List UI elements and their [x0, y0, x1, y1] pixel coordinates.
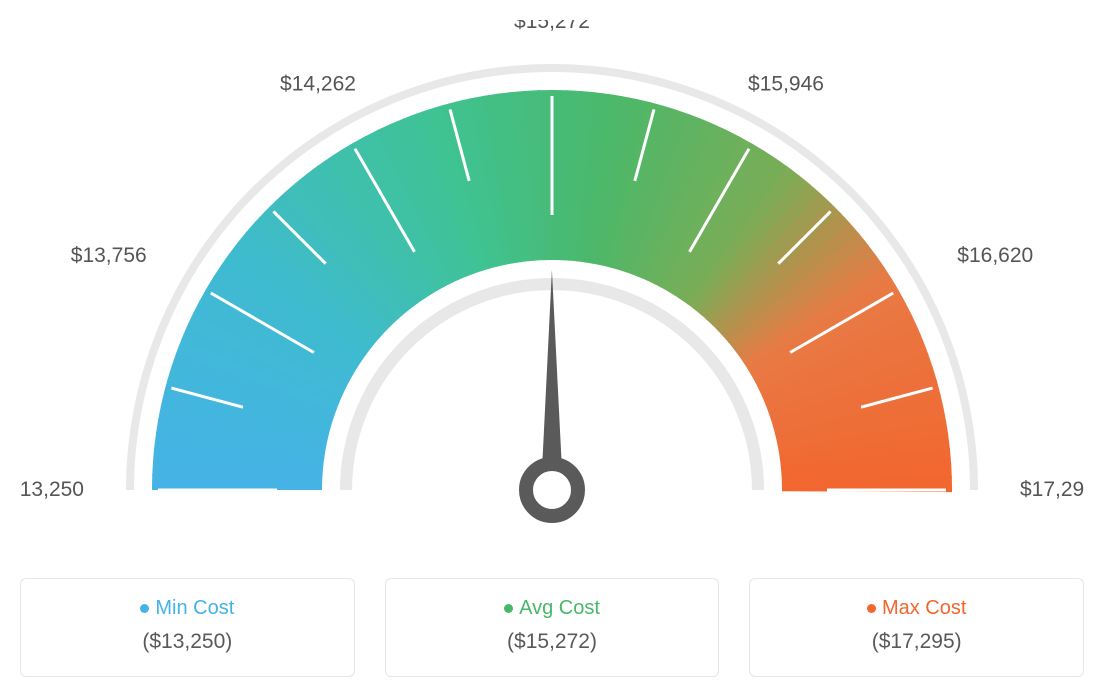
gauge-tick-label: $17,295 [1020, 478, 1084, 501]
legend-card-avg: Avg Cost ($15,272) [385, 578, 720, 677]
legend-max-title-text: Max Cost [882, 597, 966, 619]
gauge-svg: $13,250 $13,756 $14,262 $15,272 $15,946 $16,6… [20, 20, 1084, 550]
legend-row: Min Cost ($13,250) Avg Cost ($15,272) Ma… [20, 578, 1084, 677]
legend-card-max: Max Cost ($17,295) [749, 578, 1084, 677]
legend-avg-title: Avg Cost [396, 597, 709, 620]
gauge-tick-label: $15,946 [748, 73, 824, 96]
gauge-tick-label: $13,250 [20, 478, 84, 501]
legend-min-dot-icon [140, 604, 149, 613]
cost-gauge-chart: $13,250 $13,756 $14,262 $15,272 $15,946 $16,6… [20, 20, 1084, 550]
legend-card-min: Min Cost ($13,250) [20, 578, 355, 677]
legend-min-title-text: Min Cost [155, 597, 234, 619]
legend-avg-title-text: Avg Cost [519, 597, 600, 619]
gauge-tick-label: $15,272 [514, 20, 590, 33]
legend-min-value: ($13,250) [31, 630, 344, 654]
legend-max-dot-icon [867, 604, 876, 613]
gauge-tick-label: $16,620 [957, 244, 1033, 267]
legend-min-title: Min Cost [31, 597, 344, 620]
gauge-tick-label: $14,262 [280, 73, 356, 96]
legend-max-title: Max Cost [760, 597, 1073, 620]
legend-max-value: ($17,295) [760, 630, 1073, 654]
legend-avg-value: ($15,272) [396, 630, 709, 654]
gauge-tick-label: $13,756 [71, 244, 147, 267]
legend-avg-dot-icon [504, 604, 513, 613]
